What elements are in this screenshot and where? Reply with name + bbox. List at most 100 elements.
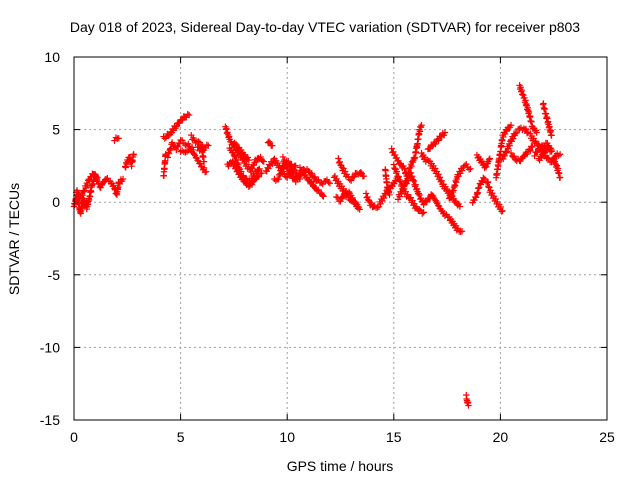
data-point [529, 143, 536, 151]
data-point [253, 170, 260, 177]
data-point [548, 132, 555, 139]
data-point [374, 204, 381, 211]
data-point [509, 135, 517, 142]
data-point [436, 174, 444, 181]
data-point [499, 207, 506, 215]
data-point [467, 165, 474, 173]
data-point [433, 198, 440, 206]
data-point [203, 141, 211, 149]
data-point [315, 186, 322, 194]
data-point [393, 168, 401, 175]
data-point [319, 180, 326, 188]
data-point [265, 138, 273, 145]
data-point [507, 149, 515, 157]
data-point [523, 151, 531, 158]
data-point [503, 127, 510, 135]
data-point [308, 170, 315, 177]
y-tick-label: 10 [44, 49, 60, 65]
data-point [438, 177, 445, 184]
data-point [412, 181, 419, 188]
data-point [556, 151, 564, 158]
data-point [482, 163, 490, 171]
data-point [407, 169, 415, 177]
data-point [205, 142, 212, 149]
data-point [497, 203, 505, 211]
x-tick-label: 0 [70, 429, 78, 445]
data-point [165, 132, 172, 139]
y-tick-label: 0 [52, 194, 60, 210]
data-point [410, 177, 418, 185]
data-point [416, 206, 423, 213]
data-point [257, 153, 264, 161]
data-point [200, 158, 208, 165]
data-point [319, 192, 326, 199]
data-point [195, 138, 202, 145]
data-point [548, 148, 555, 155]
data-point [435, 171, 442, 178]
data-point [279, 163, 286, 171]
data-point [404, 191, 411, 198]
data-point [507, 122, 515, 129]
data-point [173, 123, 180, 130]
x-tick-label: 10 [279, 429, 295, 445]
data-point [434, 202, 442, 209]
data-point [286, 167, 293, 174]
data-point [345, 188, 353, 196]
data-point [556, 174, 564, 181]
data-point [281, 156, 288, 164]
data-point [531, 152, 538, 160]
data-point [409, 176, 416, 183]
data-point [463, 160, 470, 168]
data-point [555, 152, 562, 159]
data-point [486, 155, 493, 162]
y-tick-label: -10 [40, 339, 60, 355]
data-point [545, 155, 552, 162]
data-point [275, 175, 282, 183]
axis-ticks: 0 5 10 15 20 25 -15 -10 -5 0 5 10 [40, 49, 615, 445]
data-point [84, 181, 91, 189]
data-point [501, 152, 508, 160]
data-point [110, 182, 117, 189]
data-point [234, 161, 242, 169]
data-point [184, 110, 191, 118]
y-tick-label: -15 [40, 412, 60, 428]
data-point [528, 143, 535, 150]
data-point [283, 163, 290, 170]
data-point [80, 188, 88, 195]
data-point [440, 132, 448, 139]
data-point [485, 156, 493, 163]
data-point [238, 168, 245, 175]
data-point [357, 169, 364, 176]
data-point [115, 135, 122, 142]
data-point [320, 193, 327, 200]
data-point [419, 210, 426, 217]
data-point [256, 165, 263, 173]
data-point [448, 191, 455, 199]
data-series-p803 [70, 82, 564, 409]
data-point [415, 190, 422, 197]
data-point [408, 162, 415, 170]
data-point [472, 194, 480, 201]
data-point [269, 160, 276, 168]
data-point [350, 173, 357, 181]
data-point [248, 181, 256, 188]
data-point [545, 144, 552, 152]
data-point [512, 130, 519, 137]
plot-frame [73, 56, 608, 421]
data-point [284, 163, 292, 171]
data-point [253, 158, 260, 166]
data-point [249, 165, 256, 172]
data-point [411, 155, 418, 162]
data-point [432, 140, 439, 148]
data-point [513, 129, 520, 136]
data-point [435, 137, 442, 144]
data-point [423, 198, 431, 206]
data-point [232, 140, 240, 148]
data-point [311, 173, 319, 181]
data-point [456, 203, 464, 210]
data-point [506, 142, 513, 149]
data-point [233, 156, 240, 163]
data-point [322, 178, 329, 185]
data-point [165, 150, 173, 157]
